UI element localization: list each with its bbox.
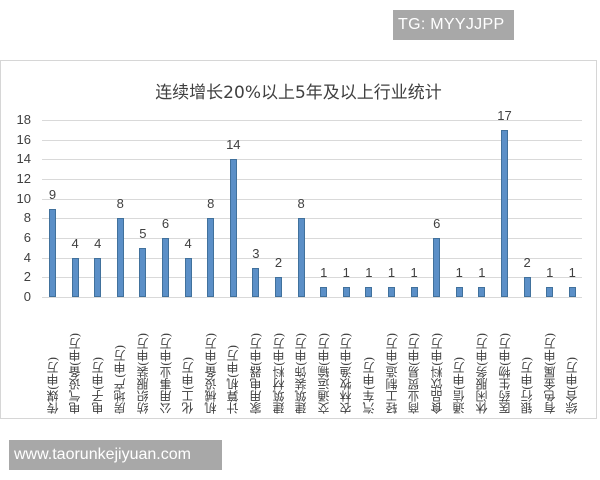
- y-tick-label: 6: [23, 230, 31, 245]
- bar: [478, 287, 486, 297]
- bar: [207, 218, 215, 297]
- gridline: [42, 277, 582, 279]
- data-label: 1: [455, 265, 463, 281]
- bar: [455, 287, 463, 297]
- gridline: [42, 218, 582, 220]
- x-category-label: 纺织服装(申万): [135, 332, 150, 414]
- bar: [410, 287, 418, 297]
- gridline: [42, 120, 582, 121]
- data-label: 6: [161, 216, 170, 231]
- x-category-label: 电子(申万): [90, 356, 105, 414]
- x-category-label: 传媒(申万): [45, 356, 60, 414]
- data-label: 17: [497, 107, 512, 123]
- data-label: 1: [478, 265, 486, 281]
- x-category-label: 食品饮料(申万): [429, 332, 444, 414]
- data-label: 4: [184, 235, 192, 251]
- data-label: 1: [546, 265, 554, 281]
- x-category-label: 机械设备(申万): [203, 332, 218, 414]
- bar: [71, 257, 79, 297]
- data-label: 1: [410, 265, 418, 281]
- y-tick-label: 10: [16, 190, 31, 206]
- x-category-label: 汽车(申万): [361, 356, 376, 414]
- bar: [275, 277, 282, 297]
- chart-frame: 连续增长20%以上5年及以上行业统计 0 2 4 6 8 10 12 14 16 18 9 传媒(申万…: [0, 60, 597, 419]
- bar: [229, 159, 237, 297]
- bar: [342, 287, 350, 297]
- gridline: [42, 159, 582, 161]
- bar: [546, 287, 554, 297]
- y-tick-label: 12: [16, 171, 31, 186]
- x-category-label: 化工(申万): [181, 356, 196, 414]
- x-category-label: 建筑装饰(申万): [294, 332, 309, 414]
- bar: [433, 238, 441, 297]
- y-tick-label: 18: [16, 112, 31, 127]
- x-category-label: 休闲服务(申万): [474, 332, 489, 414]
- bar: [252, 267, 260, 297]
- bar: [365, 287, 373, 297]
- data-label: 1: [342, 265, 350, 281]
- url-watermark: www.taorunkejiyuan.com: [9, 440, 222, 470]
- x-category-label: 公用事业(申万): [158, 332, 173, 414]
- gridline: [42, 297, 582, 298]
- x-category-label: 房地产(申万): [113, 344, 128, 414]
- bar: [94, 257, 102, 297]
- data-label: 5: [139, 225, 147, 241]
- gridline: [42, 257, 582, 259]
- data-label: 14: [226, 137, 241, 153]
- x-category-label: 电气设备(申万): [68, 332, 83, 414]
- data-label: 1: [365, 265, 373, 281]
- bar: [184, 257, 192, 297]
- x-category-label: 有色金属(申万): [542, 332, 557, 414]
- data-label: 3: [252, 245, 260, 261]
- bar: [162, 238, 169, 297]
- y-tick-label: 2: [23, 269, 31, 285]
- data-label: 6: [433, 216, 441, 231]
- y-tick-label: 14: [16, 151, 31, 167]
- gridline: [42, 238, 582, 239]
- data-label: 8: [297, 196, 305, 212]
- data-label: 4: [94, 235, 102, 251]
- data-label: 1: [320, 265, 328, 281]
- x-category-label: 建筑材料(申万): [271, 332, 286, 414]
- data-label: 2: [523, 255, 531, 271]
- x-category-label: 通信(申万): [452, 356, 467, 414]
- x-category-label: 计算机(申万): [226, 344, 241, 414]
- x-category-label: 综合(申万): [565, 356, 580, 414]
- x-category-label: 银行(申万): [520, 356, 535, 414]
- bar: [320, 287, 328, 297]
- gridline: [42, 179, 582, 180]
- x-category-label: 家用电器(申万): [248, 332, 263, 414]
- data-label: 8: [116, 196, 124, 212]
- bar: [523, 277, 531, 297]
- bar: [501, 129, 508, 297]
- data-label: 8: [207, 196, 215, 212]
- x-category-label: 商业贸易(申万): [407, 332, 422, 414]
- bar: [388, 287, 395, 297]
- x-category-label: 农林牧渔(申万): [339, 332, 354, 414]
- x-category-label: 轻工制造(申万): [384, 332, 399, 414]
- y-tick-label: 4: [23, 249, 31, 265]
- plot-area: 0 2 4 6 8 10 12 14 16 18 9 传媒(申万) 4 电气设备(申万) 4 电子(申万) 8 房…: [1, 61, 598, 420]
- bar: [49, 208, 56, 297]
- bar: [139, 247, 147, 297]
- data-label: 9: [48, 186, 57, 202]
- y-tick-label: 0: [23, 289, 31, 304]
- y-tick-label: 8: [23, 210, 31, 226]
- gridline: [42, 139, 582, 141]
- bar: [297, 218, 305, 297]
- bar: [116, 218, 124, 297]
- bar: [568, 287, 576, 297]
- gridline: [42, 198, 582, 200]
- tg-watermark: TG: MYYJJPP: [393, 10, 514, 40]
- x-category-label: 交通运输(申万): [316, 332, 331, 414]
- data-label: 1: [568, 265, 576, 281]
- y-tick-label: 16: [16, 131, 31, 147]
- data-label: 4: [71, 235, 79, 251]
- data-label: 2: [274, 255, 283, 271]
- chart-title: 连续增长20%以上5年及以上行业统计: [155, 83, 442, 103]
- data-label: 1: [387, 265, 396, 281]
- x-category-label: 医药生物(申万): [497, 332, 512, 414]
